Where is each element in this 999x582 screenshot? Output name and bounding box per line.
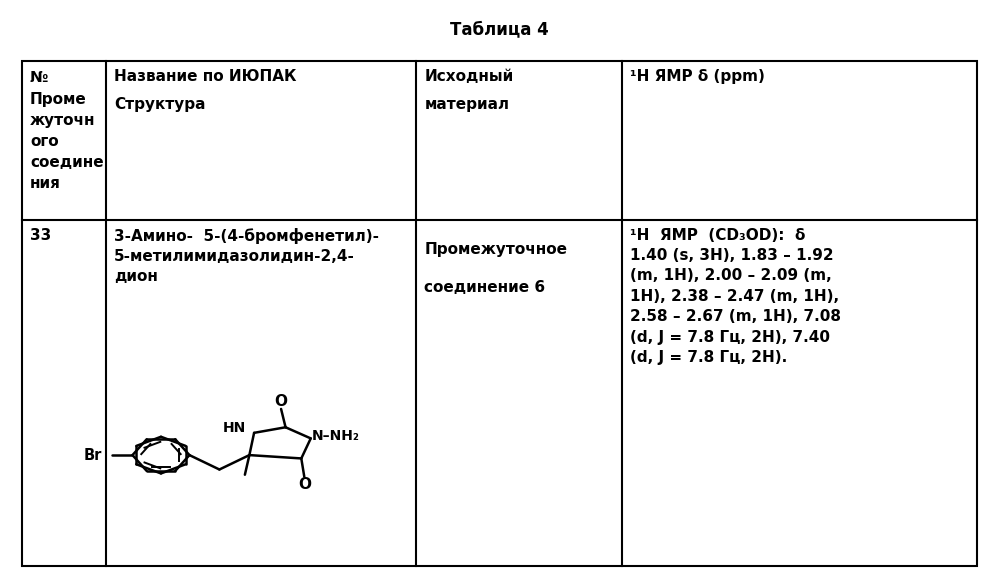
Bar xyxy=(22,61,977,566)
Text: N–NH₂: N–NH₂ xyxy=(313,429,360,443)
Text: ¹H  ЯМР  (CD₃OD):  δ
1.40 (s, 3H), 1.83 – 1.92
(m, 1H), 2.00 – 2.09 (m,
1H), 2.3: ¹H ЯМР (CD₃OD): δ 1.40 (s, 3H), 1.83 – 1… xyxy=(629,228,841,365)
Text: Проме: Проме xyxy=(30,91,87,107)
Text: материал: материал xyxy=(425,97,509,112)
Text: ¹H ЯМР δ (ppm): ¹H ЯМР δ (ppm) xyxy=(629,69,764,84)
Text: №: № xyxy=(30,70,48,86)
Text: 33: 33 xyxy=(30,228,51,243)
Text: O: O xyxy=(298,477,311,492)
Text: Исходный: Исходный xyxy=(425,69,513,84)
Text: Название по ИЮПАК: Название по ИЮПАК xyxy=(114,69,297,84)
Text: жуточн: жуточн xyxy=(30,113,96,128)
Text: Br: Br xyxy=(83,448,102,463)
Text: Таблица 4: Таблица 4 xyxy=(451,20,548,38)
Text: O: O xyxy=(275,393,288,409)
Text: 3-Амино-  5-(4-бромфенетил)-
5-метилимидазолидин-2,4-
дион: 3-Амино- 5-(4-бромфенетил)- 5-метилимида… xyxy=(114,228,379,285)
Text: ния: ния xyxy=(30,176,61,191)
Text: соединение 6: соединение 6 xyxy=(425,280,545,295)
Text: Структура: Структура xyxy=(114,97,206,112)
Text: Промежуточное: Промежуточное xyxy=(425,242,567,257)
Text: ого: ого xyxy=(30,134,59,149)
Text: соедине: соедине xyxy=(30,155,104,170)
Text: HN: HN xyxy=(223,421,246,435)
